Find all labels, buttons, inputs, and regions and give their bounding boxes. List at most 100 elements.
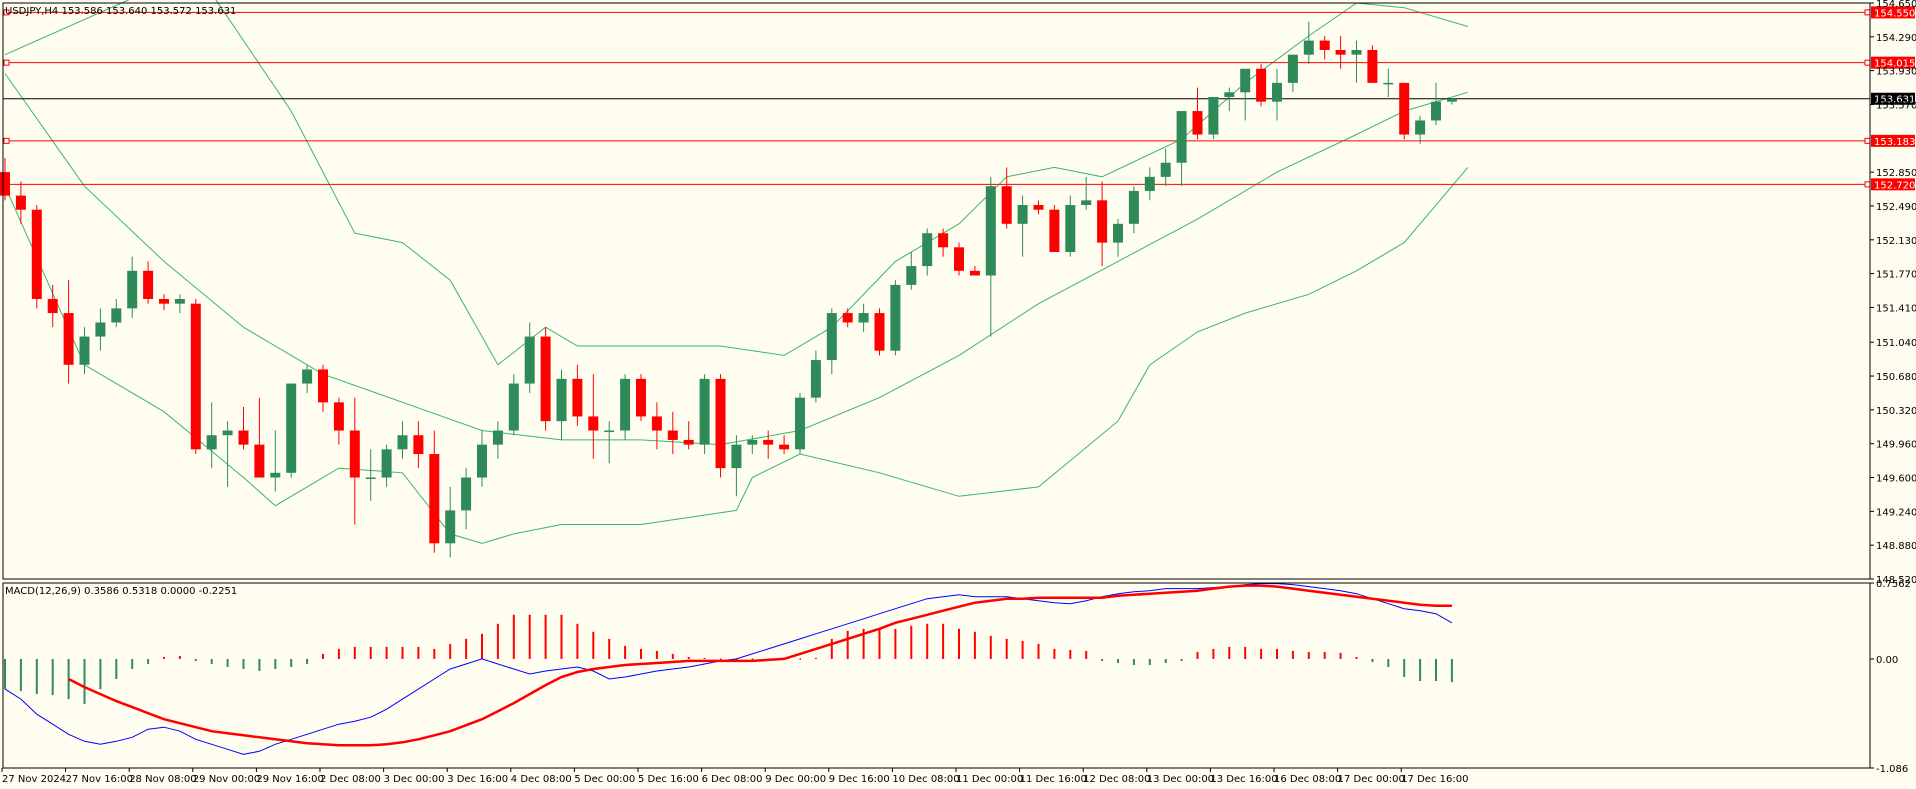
candle-body [1097,200,1108,243]
candle-body [604,430,615,433]
price-level-label: 152.720 [1874,180,1915,191]
candle-body [1383,82,1394,85]
price-level-label-box [1871,178,1915,191]
candle-body [333,402,344,431]
price-tick-label: 149.960 [1876,440,1916,451]
candle-body [636,378,646,417]
candle-body [190,303,201,450]
candle-body [318,369,328,403]
candle-body [1446,98,1457,102]
time-tick-label: 5 Dec 16:00 [638,774,699,785]
candle-body [651,416,662,431]
candle-body [810,360,821,398]
candle-body [779,444,790,450]
candle-body [31,209,42,299]
price-tick-label: 152.130 [1876,236,1916,247]
candle-body [1272,82,1282,102]
candle-body [747,439,758,445]
price-tick-label: 148.880 [1876,541,1916,552]
time-tick-label: 29 Nov 16:00 [256,774,323,785]
candle-body [588,416,599,431]
band-upper-line [4,0,1468,366]
candle-body [206,435,217,450]
price-level-label: 154.015 [1874,59,1915,70]
level-handle [1864,181,1871,188]
candle-body [79,336,90,365]
price-tick-label: 148.520 [1876,575,1916,586]
candle-body [461,477,472,511]
candle-body [1319,40,1330,50]
candle-body [1160,162,1171,177]
price-tick-label: 151.410 [1876,303,1916,314]
candle-body [731,444,742,469]
time-tick-label: 3 Dec 16:00 [447,774,508,785]
candle-body [1065,205,1076,253]
level-handle [3,59,10,66]
time-tick-label: 17 Dec 00:00 [1338,774,1405,785]
candle-body [0,172,10,196]
signal-line [68,584,1452,747]
histogram-bar [799,658,801,660]
price-tick-label: 152.490 [1876,202,1916,213]
candle-body [1240,68,1251,93]
price-tick-label: 154.290 [1876,33,1916,44]
candle-body [890,284,901,351]
candle-body [1081,200,1092,206]
candle-body [508,383,519,431]
candle-body [492,430,503,445]
candle-body [381,449,392,478]
candle-body [270,472,281,478]
candle-body [1176,111,1187,163]
time-tick-label: 16 Dec 08:00 [1274,774,1341,785]
macd-tick-label: 0.7562 [1876,579,1911,590]
price-level-label-box [1871,56,1915,69]
time-tick-label: 9 Dec 00:00 [765,774,826,785]
candle-body [1208,96,1219,135]
candle-body [715,378,726,469]
candle-body [222,430,233,436]
main-panel-frame [2,2,1871,580]
candle-body [349,430,360,478]
price-tick-label: 149.600 [1876,474,1916,485]
time-tick-label: 11 Dec 00:00 [956,774,1023,785]
candle-body [95,322,106,337]
time-tick-label: 28 Nov 08:00 [129,774,196,785]
candle-body [906,266,917,285]
level-handle [3,137,10,144]
candle-body [540,336,551,422]
candle-body [620,378,631,431]
candle-body [699,378,710,445]
current-price-label: 153.631 [1874,95,1915,106]
candle-body [413,435,424,455]
price-tick-label: 153.570 [1876,100,1916,111]
candle-body [1192,111,1203,135]
candle-body [1128,190,1139,224]
candle-body [858,313,869,323]
candle-body [874,313,885,351]
time-tick-label: 2 Dec 08:00 [320,774,381,785]
band-middle-line [4,73,1468,446]
time-tick-label: 27 Nov 2024 [2,774,66,785]
candle-body [938,233,949,248]
candle-body [1113,223,1123,243]
candle-body [1144,176,1155,191]
candle-body [286,383,297,473]
candle-body [1303,40,1314,55]
price-level-label-box [1871,6,1915,19]
price-levels[interactable]: 154.550 154.015 153.183 152.720 153.631 [3,6,1915,191]
candle-body [429,454,440,544]
price-level-label: 154.550 [1874,8,1915,19]
macd-header: MACD(12,26,9) 0.3586 0.5318 0.0000 -0.22… [5,586,237,597]
candle-body [1001,186,1012,224]
candle-body [1415,120,1426,135]
price-tick-label: 151.040 [1876,338,1916,349]
candle-body [556,378,567,422]
candle-body [1017,205,1028,224]
candle-body [763,439,774,445]
time-tick-label: 9 Dec 16:00 [829,774,890,785]
level-handle [1864,137,1871,144]
macd-tick-label: 0.00 [1876,655,1898,666]
candle-body [159,298,169,304]
